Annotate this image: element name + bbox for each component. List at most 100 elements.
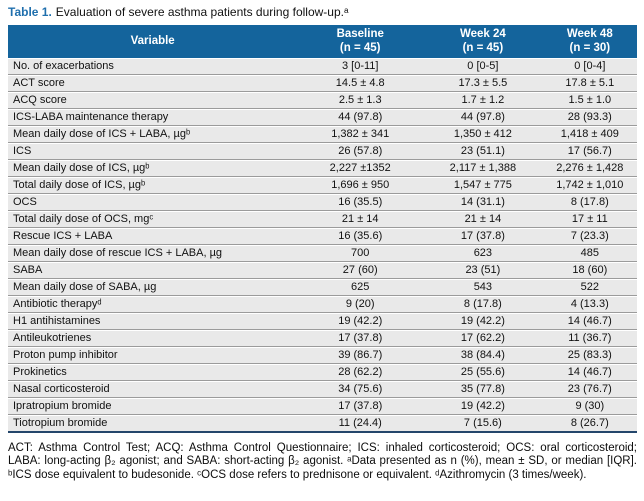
row-week48-cell: 18 (60) xyxy=(542,263,637,279)
row-week48-cell: 28 (93.3) xyxy=(542,110,637,126)
row-week24-cell: 35 (77.8) xyxy=(423,382,543,398)
table-row: H1 antihistamines 19 (42.2) 19 (42.2) 14 (4… xyxy=(8,314,637,330)
row-week48-cell: 0 [0-4] xyxy=(542,59,637,75)
table-row: Antileukotrienes 17 (37.8) 17 (62.2) 11 (36… xyxy=(8,331,637,347)
table-row: Prokinetics 28 (62.2) 25 (55.6) 14 (46.7) xyxy=(8,365,637,381)
table-row: SABA 27 (60) 23 (51) 18 (60) xyxy=(8,263,637,279)
row-variable-cell: ICS-LABA maintenance therapy xyxy=(8,110,298,126)
data-table: Variable Baseline (n = 45) Week 24 (n = … xyxy=(8,24,637,434)
row-variable-cell: Mean daily dose of SABA, µg xyxy=(8,280,298,296)
row-week48-cell: 14 (46.7) xyxy=(542,365,637,381)
row-baseline-cell: 34 (75.6) xyxy=(297,382,424,398)
row-week48-cell: 17 ± 11 xyxy=(542,212,637,228)
header-week48-label: Week 48 xyxy=(566,28,613,40)
row-variable-cell: No. of exacerbations xyxy=(8,59,298,75)
row-baseline-cell: 1,382 ± 341 xyxy=(297,127,424,143)
row-variable-cell: Prokinetics xyxy=(8,365,298,381)
row-baseline-cell: 39 (86.7) xyxy=(297,348,424,364)
row-variable-cell: Total daily dose of OCS, mgᶜ xyxy=(8,212,298,228)
row-baseline-cell: 2,227 ±1352 xyxy=(297,161,424,177)
table-row: Nasal corticosteroid 34 (75.6) 35 (77.8) 23… xyxy=(8,382,637,398)
table-title-label: Table 1. xyxy=(8,5,52,19)
row-baseline-cell: 625 xyxy=(297,280,424,296)
row-week24-cell: 17 (62.2) xyxy=(423,331,543,347)
row-baseline-cell: 9 (20) xyxy=(297,297,424,313)
row-week48-cell: 23 (76.7) xyxy=(542,382,637,398)
table-row: Proton pump inhibitor 39 (86.7) 38 (84.4) 2… xyxy=(8,348,637,364)
table-header: Variable Baseline (n = 45) Week 24 (n = … xyxy=(8,25,637,58)
row-week24-cell: 7 (15.6) xyxy=(423,416,543,433)
row-variable-cell: ACT score xyxy=(8,76,298,92)
header-col-variable: Variable xyxy=(8,25,298,58)
row-week48-cell: 1.5 ± 1.0 xyxy=(542,93,637,109)
row-week24-cell: 623 xyxy=(423,246,543,262)
table-row: Rescue ICS + LABA 16 (35.6) 17 (37.8) 7 (23… xyxy=(8,229,637,245)
row-baseline-cell: 27 (60) xyxy=(297,263,424,279)
row-week48-cell: 9 (30) xyxy=(542,399,637,415)
row-variable-cell: OCS xyxy=(8,195,298,211)
header-baseline-label: Baseline xyxy=(336,28,384,40)
row-week48-cell: 11 (36.7) xyxy=(542,331,637,347)
table-row: Mean daily dose of ICS, µgᵇ 2,227 ±1352 2,… xyxy=(8,161,637,177)
table-row: Mean daily dose of ICS + LABA, µgᵇ 1,382 … xyxy=(8,127,637,143)
row-baseline-cell: 3 [0-11] xyxy=(297,59,424,75)
row-baseline-cell: 26 (57.8) xyxy=(297,144,424,160)
table-row: No. of exacerbations 3 [0-11] 0 [0-5] 0 [0-… xyxy=(8,59,637,75)
row-week24-cell: 17.3 ± 5.5 xyxy=(423,76,543,92)
row-week24-cell: 1.7 ± 1.2 xyxy=(423,93,543,109)
table-row: Mean daily dose of rescue ICS + LABA, µg… xyxy=(8,246,637,262)
table-footnote: ACT: Asthma Control Test; ACQ: Asthma Co… xyxy=(8,442,637,481)
row-week24-cell: 543 xyxy=(423,280,543,296)
row-variable-cell: Antibiotic therapyᵈ xyxy=(8,297,298,313)
row-week48-cell: 17.8 ± 5.1 xyxy=(542,76,637,92)
row-baseline-cell: 2.5 ± 1.3 xyxy=(297,93,424,109)
header-col-week24: Week 24 (n = 45) xyxy=(423,25,543,58)
row-week24-cell: 2,117 ± 1,388 xyxy=(423,161,543,177)
row-week24-cell: 44 (97.8) xyxy=(423,110,543,126)
table-row: Mean daily dose of SABA, µg 625 543 522 xyxy=(8,280,637,296)
table-row: Total daily dose of OCS, mgᶜ 21 ± 14 21 ± … xyxy=(8,212,637,228)
row-week24-cell: 8 (17.8) xyxy=(423,297,543,313)
row-variable-cell: Mean daily dose of rescue ICS + LABA, µg xyxy=(8,246,298,262)
row-week24-cell: 1,547 ± 775 xyxy=(423,178,543,194)
row-baseline-cell: 16 (35.5) xyxy=(297,195,424,211)
row-week48-cell: 2,276 ± 1,428 xyxy=(542,161,637,177)
row-variable-cell: Total daily dose of ICS, µgᵇ xyxy=(8,178,298,194)
header-col-week48: Week 48 (n = 30) xyxy=(542,25,637,58)
row-baseline-cell: 28 (62.2) xyxy=(297,365,424,381)
header-baseline-n: (n = 45) xyxy=(339,42,381,54)
row-baseline-cell: 1,696 ± 950 xyxy=(297,178,424,194)
row-variable-cell: Ipratropium bromide xyxy=(8,399,298,415)
row-week48-cell: 8 (26.7) xyxy=(542,416,637,433)
row-baseline-cell: 16 (35.6) xyxy=(297,229,424,245)
row-week24-cell: 25 (55.6) xyxy=(423,365,543,381)
header-row: Variable Baseline (n = 45) Week 24 (n = … xyxy=(8,25,637,58)
table-row: Tiotropium bromide 11 (24.4) 7 (15.6) 8 (26… xyxy=(8,416,637,433)
row-variable-cell: H1 antihistamines xyxy=(8,314,298,330)
row-variable-cell: Nasal corticosteroid xyxy=(8,382,298,398)
table-row: Total daily dose of ICS, µgᵇ 1,696 ± 950 1… xyxy=(8,178,637,194)
header-variable-label: Variable xyxy=(130,35,175,47)
row-variable-cell: Rescue ICS + LABA xyxy=(8,229,298,245)
row-variable-cell: ICS xyxy=(8,144,298,160)
row-week24-cell: 0 [0-5] xyxy=(423,59,543,75)
row-week24-cell: 38 (84.4) xyxy=(423,348,543,364)
header-week24-n: (n = 45) xyxy=(462,42,504,54)
row-week24-cell: 19 (42.2) xyxy=(423,314,543,330)
row-week48-cell: 4 (13.3) xyxy=(542,297,637,313)
row-week24-cell: 14 (31.1) xyxy=(423,195,543,211)
header-week48-n: (n = 30) xyxy=(569,42,611,54)
row-week24-cell: 17 (37.8) xyxy=(423,229,543,245)
row-week24-cell: 1,350 ± 412 xyxy=(423,127,543,143)
table-row: ICS-LABA maintenance therapy 44 (97.8) 44 … xyxy=(8,110,637,126)
table-row: ACT score 14.5 ± 4.8 17.3 ± 5.5 17.8 ± 5.1 xyxy=(8,76,637,92)
row-baseline-cell: 17 (37.8) xyxy=(297,399,424,415)
table-row: ICS 26 (57.8) 23 (51.1) 17 (56.7) xyxy=(8,144,637,160)
row-variable-cell: Mean daily dose of ICS, µgᵇ xyxy=(8,161,298,177)
row-baseline-cell: 44 (97.8) xyxy=(297,110,424,126)
row-baseline-cell: 21 ± 14 xyxy=(297,212,424,228)
row-week24-cell: 19 (42.2) xyxy=(423,399,543,415)
row-variable-cell: Proton pump inhibitor xyxy=(8,348,298,364)
row-baseline-cell: 700 xyxy=(297,246,424,262)
row-baseline-cell: 14.5 ± 4.8 xyxy=(297,76,424,92)
